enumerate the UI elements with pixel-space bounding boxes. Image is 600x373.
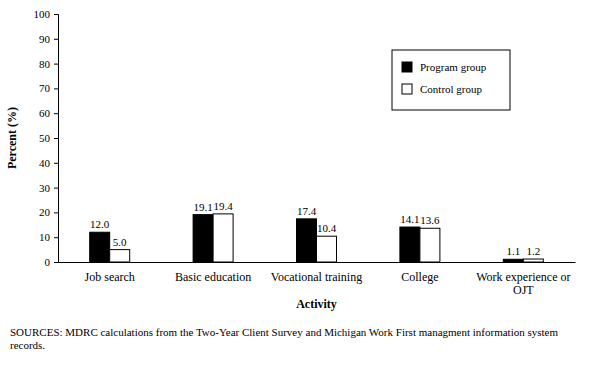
y-tick-mark	[54, 237, 58, 238]
y-tick-mark	[54, 88, 58, 89]
y-tick: 10	[39, 231, 58, 243]
y-tick-mark	[54, 39, 58, 40]
y-tick: 60	[39, 107, 58, 119]
y-tick-mark	[54, 188, 58, 189]
chart-svg: 12.0 19.1 17.4 14.1 1.1 5.0 19.4 10.4 13.6 1.2 0 10…	[0, 0, 600, 373]
y-axis-line	[54, 15, 59, 263]
y-tick: 50	[39, 132, 58, 144]
data-label: 10.4	[317, 222, 337, 234]
data-label: 19.4	[213, 200, 233, 212]
data-label: 5.0	[113, 236, 127, 248]
legend-swatch	[402, 84, 412, 94]
x-tick: Vocational training	[271, 262, 362, 284]
x-tick-label: Job search	[85, 270, 135, 284]
y-axis: 0 10 20 30 40 50 60 70 80 90 100	[34, 8, 59, 268]
y-tick-label: 10	[39, 231, 51, 243]
data-label: 1.2	[526, 245, 540, 257]
y-tick: 80	[39, 58, 58, 70]
x-tick: Basic education	[175, 262, 251, 284]
x-tick-label-line: College	[401, 270, 438, 284]
x-tick-label-line: Vocational training	[271, 270, 362, 284]
bar	[90, 232, 110, 262]
y-tick-label: 60	[39, 107, 51, 119]
bar	[400, 227, 420, 262]
y-tick-mark	[54, 64, 58, 65]
y-tick-label: 70	[39, 82, 51, 94]
y-tick-label: 30	[39, 182, 51, 194]
x-axis-line	[59, 262, 576, 263]
bar	[420, 228, 440, 262]
y-tick-label: 80	[39, 58, 51, 70]
x-tick-label-line: Job search	[85, 270, 135, 284]
y-tick-mark	[54, 163, 58, 164]
y-tick-label: 20	[39, 206, 51, 218]
x-tick: College	[401, 262, 438, 284]
y-tick: 90	[39, 33, 58, 45]
legend-box	[392, 50, 510, 110]
y-axis-title: Percent (%)	[5, 107, 19, 169]
bar	[213, 214, 233, 262]
legend-swatch	[402, 62, 412, 72]
y-tick-label: 90	[39, 33, 51, 45]
y-tick-mark	[54, 138, 58, 139]
data-label: 12.0	[90, 218, 110, 230]
y-tick: 70	[39, 82, 58, 94]
bar	[193, 215, 213, 262]
y-tick: 0	[45, 256, 59, 268]
data-labels: 12.0 19.1 17.4 14.1 1.1 5.0 19.4 10.4 13.6 1.2	[90, 200, 540, 257]
y-tick-mark	[54, 14, 58, 15]
x-tick-label-line: Work experience or	[476, 270, 570, 284]
x-axis: Job search Basic education Vocational trai…	[59, 262, 576, 297]
y-tick-label: 50	[39, 132, 51, 144]
y-tick-label: 100	[34, 8, 51, 20]
bar	[110, 250, 130, 262]
data-label: 13.6	[420, 214, 440, 226]
data-label: 17.4	[297, 205, 317, 217]
y-tick: 30	[39, 182, 58, 194]
annotation: SOURCES: MDRC calculations from the Two-…	[10, 326, 558, 351]
data-label: 19.1	[193, 201, 212, 213]
x-tick-label: Vocational training	[271, 270, 362, 284]
legend-label: Program group	[420, 61, 487, 73]
y-tick: 100	[34, 8, 59, 20]
x-tick: Work experience orOJT	[476, 262, 570, 297]
bar	[297, 219, 317, 262]
x-tick: Job search	[85, 262, 135, 284]
background	[0, 0, 600, 373]
y-tick-label: 40	[39, 157, 51, 169]
y-tick-mark	[54, 113, 58, 114]
x-tick-label: Work experience orOJT	[476, 270, 570, 297]
bar	[503, 259, 523, 262]
data-label: 1.1	[506, 245, 520, 257]
bar	[317, 236, 337, 262]
legend-label: Control group	[420, 83, 483, 95]
annotation-line: records.	[10, 339, 45, 351]
x-tick-label-line: OJT	[513, 283, 534, 297]
x-tick-label: College	[401, 270, 438, 284]
bars	[90, 214, 544, 262]
x-tick-label: Basic education	[175, 270, 251, 284]
data-label: 14.1	[400, 213, 419, 225]
y-tick: 20	[39, 206, 58, 218]
x-tick-label-line: Basic education	[175, 270, 251, 284]
x-axis-title: Activity	[296, 297, 337, 311]
chart-container: 12.0 19.1 17.4 14.1 1.1 5.0 19.4 10.4 13.6 1.2 0 10…	[0, 0, 600, 373]
y-tick: 40	[39, 157, 58, 169]
annotation-line: SOURCES: MDRC calculations from the Two-…	[10, 326, 558, 338]
y-tick-mark	[54, 262, 58, 263]
y-tick-label: 0	[45, 256, 51, 268]
y-tick-mark	[54, 212, 58, 213]
legend: Program group Control group	[392, 50, 510, 110]
bar	[523, 259, 543, 262]
